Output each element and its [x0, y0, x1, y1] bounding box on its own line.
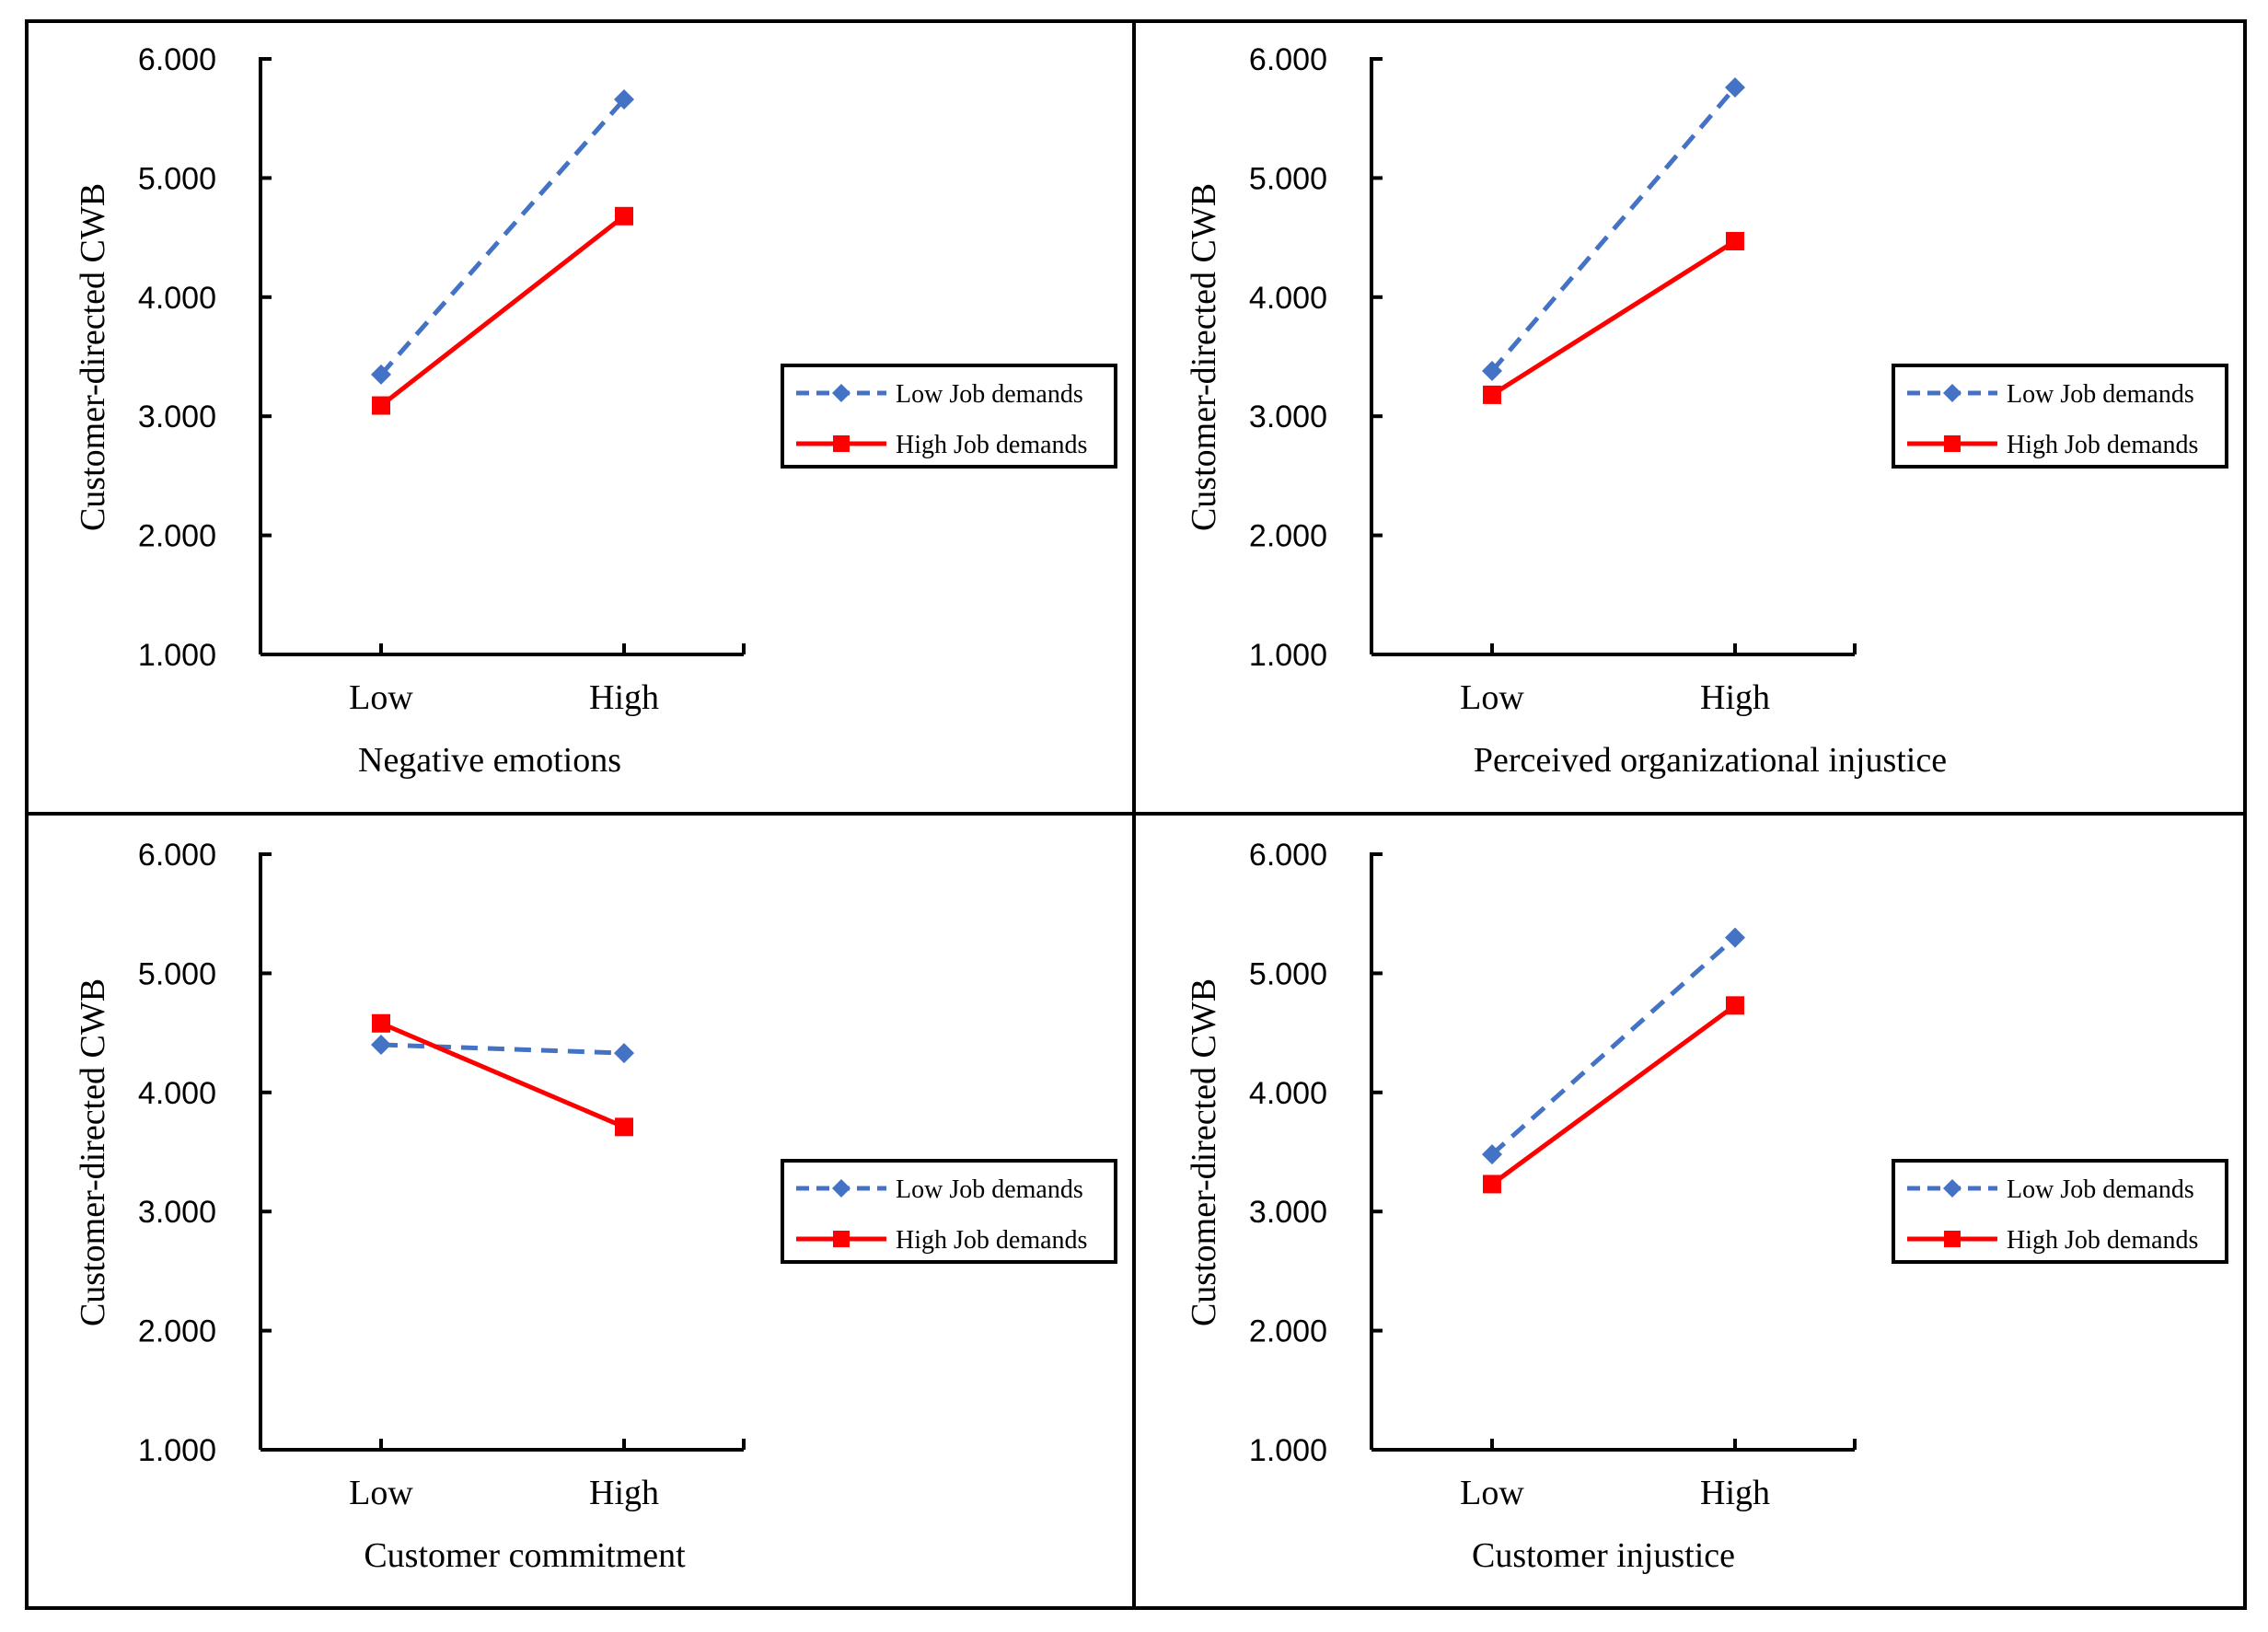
legend-label-low-job-demands: Low Job demands [2007, 380, 2194, 409]
legend: Low Job demands High Job demands [781, 364, 1117, 469]
data-point-high-job-demands-high [615, 206, 633, 226]
legend-label-low-job-demands: Low Job demands [896, 380, 1083, 409]
legend-label-low-job-demands: Low Job demands [896, 1175, 1083, 1204]
data-point-low-job-demands-high [1725, 927, 1745, 948]
legend: Low Job demands High Job demands [781, 1159, 1117, 1264]
y-tick-label: 3.000 [138, 1195, 216, 1230]
legend-marker-diamond [832, 384, 850, 402]
legend-marker-diamond [1943, 1179, 1961, 1198]
data-point-high-job-demands-low [372, 396, 390, 415]
y-axis-title: Customer-directed CWB [1185, 183, 1223, 531]
x-tick-label: High [1700, 1474, 1770, 1512]
data-point-low-job-demands-high [614, 88, 634, 110]
y-tick-label: 4.000 [1249, 281, 1327, 316]
legend: Low Job demands High Job demands [1892, 1159, 2228, 1264]
series-line-low-job-demands [1490, 935, 1737, 1156]
legend-marker-square [833, 435, 850, 452]
data-point-low-job-demands-low [371, 364, 391, 385]
legend-box [781, 364, 1117, 469]
y-tick-label: 5.000 [138, 161, 216, 196]
y-axis-title: Customer-directed CWB [74, 978, 112, 1326]
data-point-high-job-demands-low [1483, 385, 1501, 404]
data-point-high-job-demands-high [615, 1117, 633, 1137]
legend-marker-diamond [832, 1179, 850, 1198]
x-axis-title: Customer injustice [1472, 1536, 1735, 1575]
y-tick-label: 6.000 [138, 838, 216, 873]
y-tick-label: 4.000 [138, 281, 216, 316]
x-tick-label: Low [1460, 1474, 1524, 1512]
legend-label-high-job-demands: High Job demands [2007, 1226, 2198, 1255]
data-point-high-job-demands-high [1726, 996, 1744, 1015]
legend-label-high-job-demands: High Job demands [896, 1226, 1087, 1255]
chart-panel-4: 1.000 2.000 3.000 4.000 5.000 6.000 Low High Cus… [1185, 838, 2228, 1575]
legend-label-high-job-demands: High Job demands [896, 431, 1087, 459]
x-axis-title: Negative emotions [358, 741, 621, 780]
data-point-high-job-demands-low [372, 1013, 390, 1033]
y-tick-label: 6.000 [1249, 838, 1327, 873]
y-tick-label: 6.000 [1249, 42, 1327, 77]
y-tick-label: 1.000 [1249, 638, 1327, 673]
legend: Low Job demands High Job demands [1892, 364, 2228, 469]
y-tick-label: 2.000 [1249, 519, 1327, 554]
series-line-low-job-demands [380, 1042, 625, 1056]
x-tick-label: Low [349, 678, 413, 717]
x-tick-label: High [1700, 678, 1770, 717]
data-point-high-job-demands-low [1483, 1175, 1501, 1194]
data-point-low-job-demands-high [1725, 77, 1745, 98]
chart-panel-3: 1.000 2.000 3.000 4.000 5.000 6.000 Low High Cus… [74, 838, 1117, 1575]
y-tick-label: 3.000 [138, 399, 216, 434]
x-tick-label: High [589, 678, 659, 717]
data-point-high-job-demands-high [1726, 231, 1744, 250]
y-tick-label: 1.000 [138, 1433, 216, 1468]
series-line-high-job-demands [1490, 238, 1737, 398]
series-line-high-job-demands [380, 1021, 625, 1129]
series-line-high-job-demands [379, 214, 626, 408]
x-axis-title: Customer commitment [364, 1536, 686, 1575]
x-tick-label: Low [1460, 678, 1524, 717]
y-tick-label: 5.000 [1249, 161, 1327, 196]
chart-panel-2: 1.000 2.000 3.000 4.000 5.000 6.000 Low High Per… [1185, 42, 2228, 780]
data-point-low-job-demands-high [614, 1043, 634, 1064]
data-point-low-job-demands-low [1482, 1144, 1502, 1165]
y-tick-label: 2.000 [138, 519, 216, 554]
y-tick-label: 5.000 [1249, 956, 1327, 991]
series-line-low-job-demands [379, 98, 626, 376]
y-tick-label: 1.000 [1249, 1433, 1327, 1468]
legend-marker-diamond [1943, 384, 1961, 402]
legend-label-low-job-demands: Low Job demands [2007, 1175, 2194, 1204]
y-axis-title: Customer-directed CWB [1185, 978, 1223, 1326]
y-tick-label: 2.000 [138, 1314, 216, 1349]
x-axis-title: Perceived organizational injustice [1474, 741, 1947, 780]
y-tick-label: 2.000 [1249, 1314, 1327, 1349]
y-tick-label: 3.000 [1249, 1195, 1327, 1230]
y-tick-label: 4.000 [138, 1076, 216, 1111]
y-tick-label: 4.000 [1249, 1076, 1327, 1111]
legend-label-high-job-demands: High Job demands [2007, 431, 2198, 459]
legend-marker-square [1944, 1231, 1961, 1247]
chart-panel-1: 1.000 2.000 3.000 4.000 5.000 6.000 Low High Neg… [74, 42, 1117, 780]
y-axis-title: Customer-directed CWB [74, 183, 112, 531]
data-point-low-job-demands-low [371, 1035, 391, 1056]
legend-marker-square [833, 1231, 850, 1247]
y-tick-label: 6.000 [138, 42, 216, 77]
x-tick-label: High [589, 1474, 659, 1512]
y-tick-label: 1.000 [138, 638, 216, 673]
data-point-low-job-demands-low [1482, 361, 1502, 382]
series-line-high-job-demands [1490, 1003, 1737, 1186]
x-tick-label: Low [349, 1474, 413, 1512]
series-line-low-job-demands [1490, 86, 1737, 373]
y-tick-label: 5.000 [138, 956, 216, 991]
y-tick-label: 3.000 [1249, 399, 1327, 434]
legend-marker-square [1944, 435, 1961, 452]
